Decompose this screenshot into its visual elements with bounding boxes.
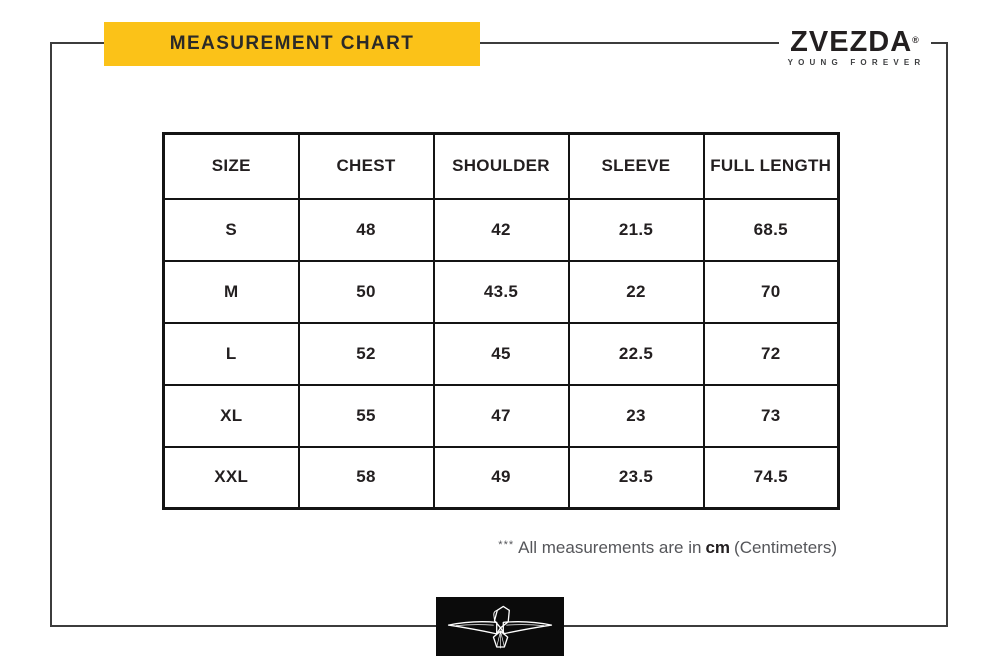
bottom-logo-box	[436, 597, 564, 656]
cell-sleeve: 21.5	[567, 197, 705, 262]
column-header-shoulder: SHOULDER	[432, 132, 570, 200]
cell-size: L	[162, 321, 300, 386]
cell-chest: 50	[297, 259, 435, 324]
table-header-row: SIZE CHEST SHOULDER SLEEVE FULL LENGTH	[162, 132, 840, 200]
cell-size: M	[162, 259, 300, 324]
brand-tagline: YOUNG FOREVER	[787, 58, 926, 67]
cell-shoulder: 42	[432, 197, 570, 262]
table-row-l: L 52 45 22.5 72	[162, 321, 840, 386]
cell-sleeve: 22	[567, 259, 705, 324]
cell-chest: 48	[297, 197, 435, 262]
cell-size: S	[162, 197, 300, 262]
column-header-full-length: FULL LENGTH	[702, 132, 840, 200]
cell-shoulder: 43.5	[432, 259, 570, 324]
cell-full-length: 74.5	[702, 445, 840, 510]
footnote-suffix: (Centimeters)	[734, 538, 837, 557]
measurement-chart-banner: MEASUREMENT CHART	[104, 22, 480, 66]
cell-chest: 55	[297, 383, 435, 448]
cell-full-length: 68.5	[702, 197, 840, 262]
measurement-unit-footnote: *** All measurements are in cm (Centimeters…	[162, 538, 837, 558]
cell-full-length: 70	[702, 259, 840, 324]
cell-size: XL	[162, 383, 300, 448]
cell-full-length: 72	[702, 321, 840, 386]
table-row-xxl: XXL 58 49 23.5 74.5	[162, 445, 840, 510]
brand-wordmark: ZVEZDA®	[783, 26, 927, 58]
footnote-text: All measurements are in	[518, 538, 702, 557]
cell-shoulder: 45	[432, 321, 570, 386]
cell-size: XXL	[162, 445, 300, 510]
cell-chest: 58	[297, 445, 435, 510]
cell-sleeve: 23.5	[567, 445, 705, 510]
brand-name: ZVEZDA	[790, 26, 913, 58]
cell-full-length: 73	[702, 383, 840, 448]
registered-trademark-symbol: ®	[912, 35, 920, 45]
size-table-container: SIZE CHEST SHOULDER SLEEVE FULL LENGTH S…	[162, 132, 840, 510]
eagle-logo-icon	[447, 605, 553, 648]
column-header-chest: CHEST	[297, 132, 435, 200]
size-table: SIZE CHEST SHOULDER SLEEVE FULL LENGTH S…	[162, 132, 840, 510]
cell-sleeve: 23	[567, 383, 705, 448]
footnote-asterisks: ***	[498, 539, 515, 551]
cell-chest: 52	[297, 321, 435, 386]
cell-sleeve: 22.5	[567, 321, 705, 386]
brand-logo: ZVEZDA® YOUNG FOREVER	[779, 25, 931, 69]
table-row-m: M 50 43.5 22 70	[162, 259, 840, 324]
table-row-s: S 48 42 21.5 68.5	[162, 197, 840, 262]
cell-shoulder: 47	[432, 383, 570, 448]
page-title: MEASUREMENT CHART	[169, 33, 415, 54]
table-row-xl: XL 55 47 23 73	[162, 383, 840, 448]
cell-shoulder: 49	[432, 445, 570, 510]
column-header-sleeve: SLEEVE	[567, 132, 705, 200]
footnote-unit: cm	[705, 538, 731, 557]
column-header-size: SIZE	[162, 132, 300, 200]
